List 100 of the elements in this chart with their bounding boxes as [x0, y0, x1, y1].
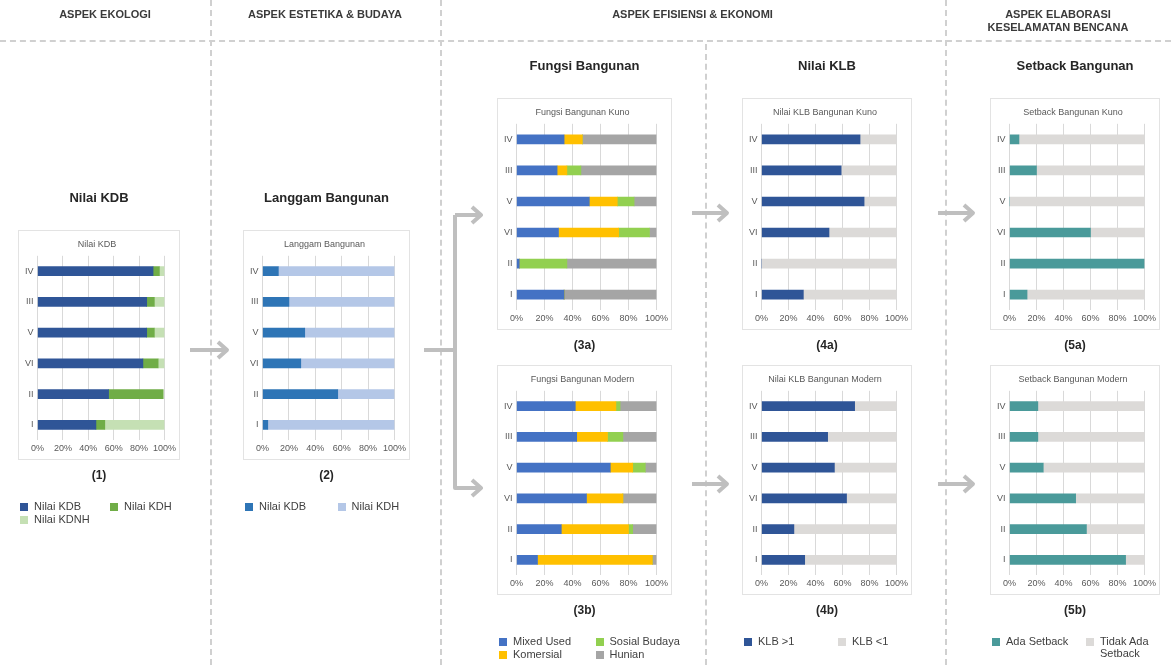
y-tick-label: V: [999, 195, 1006, 206]
x-tick-label: 0%: [755, 313, 769, 324]
chart-title: Nilai KDB: [77, 238, 117, 249]
text: (3b): [572, 603, 597, 617]
chart-title: Fungsi Bangunan Kuno: [535, 106, 630, 117]
x-tick-label: 20%: [779, 578, 798, 589]
chart-title: Setback Bangunan Modern: [1018, 373, 1128, 384]
legend-label: Mixed Used: [513, 635, 572, 647]
y-tick-label: II: [1000, 258, 1006, 269]
chart-subtitle: Nilai KDB: [68, 190, 130, 205]
text: (5b): [1063, 603, 1087, 617]
y-tick-label: VI: [748, 492, 758, 503]
x-tick-label: 80%: [130, 443, 149, 454]
x-tick-label: 20%: [279, 443, 298, 454]
y-tick-label: IV: [249, 265, 259, 276]
y-tick-label: II: [507, 258, 513, 269]
x-tick-label: 80%: [359, 443, 378, 454]
x-tick-label: 0%: [755, 578, 769, 589]
text: ASPEK ESTETIKA & BUDAYA: [247, 8, 403, 20]
x-tick-label: 20%: [53, 443, 72, 454]
legend-label: Nilai KDNH: [34, 513, 90, 525]
x-tick-label: 40%: [806, 313, 825, 324]
y-tick-label: V: [252, 327, 259, 338]
y-tick-label: V: [999, 462, 1006, 473]
x-tick-label: 20%: [535, 313, 554, 324]
x-tick-label: 0%: [510, 578, 524, 589]
y-tick-label: III: [997, 431, 1006, 442]
x-tick-label: 80%: [1108, 313, 1127, 324]
y-tick-label: I: [30, 419, 34, 430]
x-tick-label: 0%: [510, 313, 524, 324]
y-tick-label: VI: [503, 227, 513, 238]
x-tick-label: 100%: [644, 578, 669, 589]
text: ASPEK EKOLOGI: [59, 8, 151, 20]
x-tick-label: 0%: [31, 443, 45, 454]
x-tick-label: 80%: [619, 313, 638, 324]
chart-subtitle: Fungsi Bangunan: [528, 58, 641, 73]
text: ASPEK EFISIENSI & EKONOMI: [612, 8, 773, 20]
y-tick-label: III: [997, 164, 1006, 175]
x-tick-label: 60%: [332, 443, 351, 454]
y-tick-label: I: [509, 554, 513, 565]
chart-title: Fungsi Bangunan Modern: [530, 373, 635, 384]
y-tick-label: II: [253, 388, 259, 399]
x-tick-label: 100%: [1132, 313, 1157, 324]
x-tick-label: 80%: [860, 578, 879, 589]
x-tick-label: 20%: [779, 313, 798, 324]
legend-label: Hunian: [609, 648, 645, 660]
legend-label: Nilai KDB: [34, 500, 82, 512]
y-tick-label: III: [504, 164, 513, 175]
y-tick-label: II: [752, 258, 758, 269]
x-tick-label: 100%: [1132, 578, 1157, 589]
y-tick-label: VI: [249, 357, 259, 368]
chart-title: Setback Bangunan Kuno: [1023, 106, 1123, 117]
x-tick-label: 80%: [619, 578, 638, 589]
x-tick-label: 60%: [1081, 578, 1100, 589]
x-tick-label: 60%: [104, 443, 123, 454]
chart-subtitle: Setback Bangunan: [1015, 58, 1135, 73]
legend-label: Komersial: [513, 648, 562, 660]
y-tick-label: VI: [503, 492, 513, 503]
x-tick-label: 0%: [1003, 313, 1017, 324]
text: (2): [318, 468, 335, 482]
x-tick-label: 40%: [563, 313, 582, 324]
y-tick-label: IV: [996, 400, 1006, 411]
y-tick-label: II: [507, 523, 513, 534]
x-tick-label: 40%: [79, 443, 98, 454]
y-tick-label: V: [751, 462, 758, 473]
x-tick-label: 40%: [1054, 578, 1073, 589]
x-tick-label: 0%: [1003, 578, 1017, 589]
legend-label: Sosial Budaya: [609, 635, 680, 647]
x-tick-label: 40%: [1054, 313, 1073, 324]
y-tick-label: IV: [996, 133, 1006, 144]
y-tick-label: IV: [503, 400, 513, 411]
legend-label: Nilai KDH: [351, 500, 400, 512]
x-tick-label: 100%: [152, 443, 177, 454]
x-tick-label: 40%: [563, 578, 582, 589]
y-tick-label: III: [25, 296, 34, 307]
y-tick-label: IV: [24, 265, 34, 276]
x-tick-label: 20%: [535, 578, 554, 589]
y-tick-label: I: [509, 289, 513, 300]
y-tick-label: I: [255, 419, 259, 430]
x-tick-label: 0%: [256, 443, 270, 454]
y-tick-label: VI: [24, 357, 34, 368]
y-tick-label: II: [28, 388, 34, 399]
legend-label: Nilai KDB: [259, 500, 307, 512]
x-tick-label: 60%: [833, 578, 852, 589]
text: (4b): [815, 603, 839, 617]
text: (5a): [1063, 338, 1087, 352]
x-tick-label: 100%: [884, 578, 909, 589]
x-tick-label: 20%: [1027, 313, 1046, 324]
y-tick-label: V: [506, 462, 513, 473]
x-tick-label: 80%: [860, 313, 879, 324]
y-tick-label: I: [754, 289, 758, 300]
y-tick-label: VI: [748, 227, 758, 238]
y-tick-label: III: [749, 431, 758, 442]
legend-label: KLB <1: [852, 635, 889, 647]
y-tick-label: I: [754, 554, 758, 565]
legend-label: Nilai KDH: [124, 500, 172, 512]
x-tick-label: 40%: [806, 578, 825, 589]
y-tick-label: I: [1002, 554, 1006, 565]
x-tick-label: 60%: [1081, 313, 1100, 324]
y-tick-label: I: [1002, 289, 1006, 300]
